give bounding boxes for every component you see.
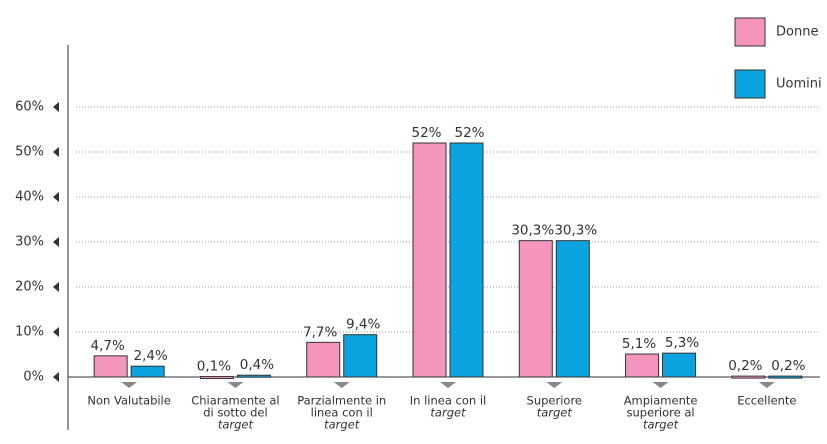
value-label: 4,7% xyxy=(90,338,124,354)
category-marker xyxy=(333,382,350,388)
value-label: 9,4% xyxy=(346,317,380,333)
bar xyxy=(306,341,341,378)
y-tick-label: 10% xyxy=(15,325,44,340)
y-tick-label: 30% xyxy=(15,235,44,250)
y-tick-label: 20% xyxy=(15,280,44,295)
x-tick-label: Ampiamente xyxy=(624,394,698,408)
legend-swatch xyxy=(734,17,766,47)
y-tick-label: 0% xyxy=(23,370,44,385)
legend-swatch xyxy=(734,69,766,99)
bar xyxy=(625,353,660,378)
value-label: 5,1% xyxy=(622,336,656,352)
x-tick-label: target xyxy=(218,418,254,432)
bar xyxy=(518,240,553,378)
value-label: 0,2% xyxy=(728,358,762,374)
bar xyxy=(130,365,165,378)
value-label: 0,1% xyxy=(197,359,231,375)
y-tick-mark xyxy=(53,237,59,247)
bar xyxy=(768,375,803,379)
y-tick-mark xyxy=(53,102,59,112)
x-tick-label: Non Valutabile xyxy=(87,394,170,408)
x-tick-label: target xyxy=(643,418,679,432)
y-tick-label: 60% xyxy=(15,100,44,115)
bar xyxy=(199,376,234,380)
category-marker xyxy=(652,382,669,388)
bar xyxy=(93,355,128,378)
x-tick-label: target xyxy=(324,418,360,432)
category-marker xyxy=(440,382,456,388)
x-tick-label: Eccellente xyxy=(737,394,796,408)
value-label: 0,2% xyxy=(771,358,805,374)
y-tick-mark xyxy=(53,327,59,337)
legend-label: Uomini xyxy=(776,77,822,92)
y-tick-label: 50% xyxy=(15,145,44,160)
y-tick-mark xyxy=(53,192,59,202)
y-tick-label: 40% xyxy=(15,190,44,205)
x-tick-label: Parzialmente in xyxy=(297,394,386,408)
y-tick-mark xyxy=(53,147,59,157)
x-tick-label: In linea con il xyxy=(410,394,487,408)
x-tick-label: Chiaramente al xyxy=(191,394,279,408)
value-label: 30,3% xyxy=(511,223,554,239)
value-label: 30,3% xyxy=(554,223,597,239)
x-tick-label: di sotto del xyxy=(203,406,267,420)
bar xyxy=(343,334,378,378)
value-label: 7,7% xyxy=(303,324,337,340)
bar xyxy=(555,240,590,378)
value-label: 52% xyxy=(454,125,484,141)
x-tick-label: superiore al xyxy=(627,406,695,420)
y-tick-mark xyxy=(53,282,59,292)
value-label: 0,4% xyxy=(240,357,274,373)
value-label: 52% xyxy=(411,125,441,141)
value-label: 5,3% xyxy=(665,335,699,351)
bar xyxy=(412,142,447,378)
legend-label: Donne xyxy=(776,25,818,40)
x-tick-label: target xyxy=(537,406,573,420)
bar xyxy=(731,375,766,379)
bar xyxy=(662,352,697,378)
category-marker xyxy=(546,382,563,388)
bar xyxy=(449,142,484,378)
bar xyxy=(236,374,271,378)
category-marker xyxy=(227,382,244,388)
x-tick-label: target xyxy=(430,406,466,420)
x-tick-label: Superiore xyxy=(527,394,582,408)
category-marker xyxy=(121,382,138,388)
category-marker xyxy=(758,382,775,388)
x-tick-label: linea con il xyxy=(311,406,373,420)
value-label: 2,4% xyxy=(133,348,167,364)
y-tick-mark xyxy=(53,372,59,382)
